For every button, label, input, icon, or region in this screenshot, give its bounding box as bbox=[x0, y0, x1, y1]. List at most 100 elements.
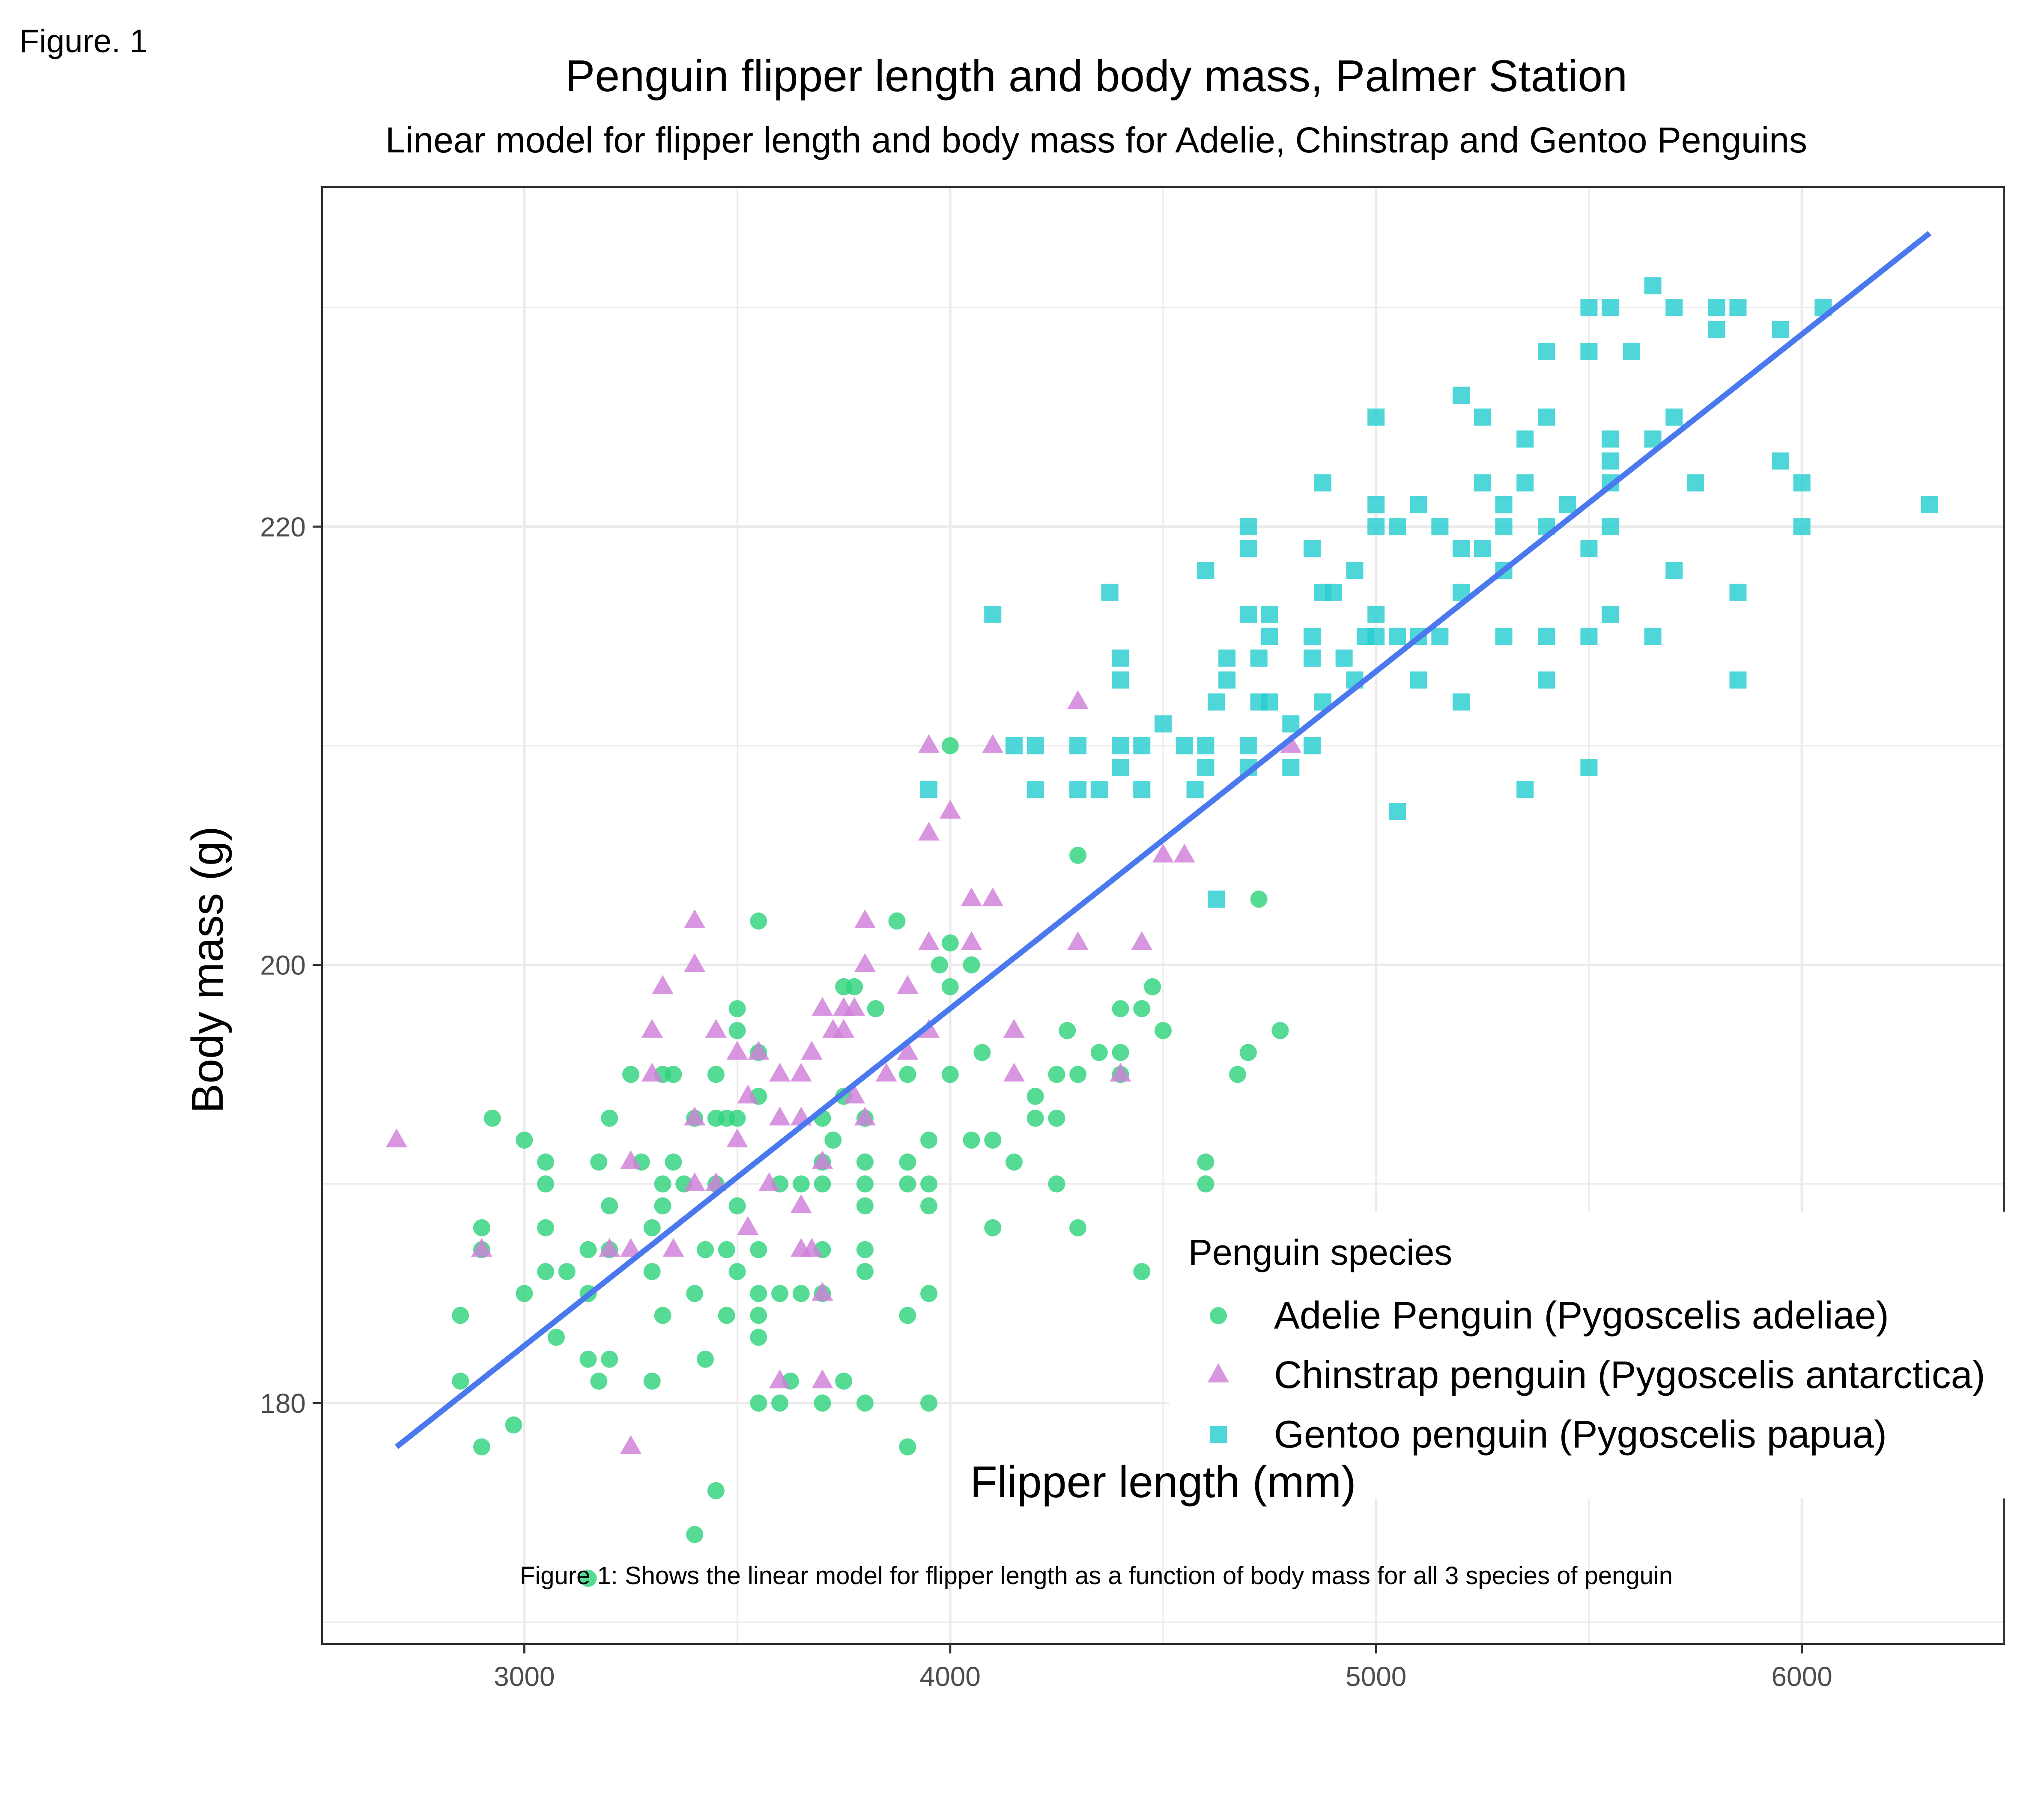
point-gentoo bbox=[1580, 628, 1598, 645]
point-adelie bbox=[643, 1219, 661, 1236]
point-gentoo bbox=[1239, 605, 1257, 623]
point-gentoo bbox=[1687, 474, 1704, 491]
figure-caption: Figure 1: Shows the linear model for fli… bbox=[520, 1562, 1673, 1590]
point-gentoo bbox=[1005, 737, 1023, 754]
legend-title: Penguin species bbox=[1188, 1232, 1452, 1272]
point-adelie bbox=[973, 1044, 991, 1061]
point-adelie bbox=[473, 1438, 490, 1456]
point-chinstrap bbox=[812, 1369, 833, 1388]
point-gentoo bbox=[1772, 321, 1789, 338]
point-adelie bbox=[1112, 1044, 1129, 1061]
point-adelie bbox=[814, 1394, 831, 1412]
point-adelie bbox=[537, 1175, 555, 1193]
point-adelie bbox=[1197, 1153, 1214, 1171]
legend-label-gentoo: Gentoo penguin (Pygoscelis papua) bbox=[1274, 1413, 1887, 1456]
point-chinstrap bbox=[812, 1150, 833, 1169]
point-adelie bbox=[654, 1175, 671, 1193]
point-gentoo bbox=[1314, 474, 1331, 491]
point-chinstrap bbox=[939, 800, 961, 819]
point-adelie bbox=[856, 1153, 874, 1171]
figure-label: Figure. 1 bbox=[19, 23, 148, 60]
point-adelie bbox=[941, 737, 959, 754]
axes: 3000 4000 5000 6000 180 200 220 bbox=[260, 512, 1832, 1692]
point-adelie bbox=[686, 1285, 704, 1302]
point-chinstrap bbox=[1003, 1019, 1025, 1038]
y-tick-label: 180 bbox=[260, 1388, 306, 1419]
point-adelie bbox=[1059, 1022, 1076, 1040]
point-adelie bbox=[452, 1307, 469, 1324]
point-gentoo bbox=[1112, 737, 1129, 754]
point-adelie bbox=[728, 1000, 746, 1017]
point-gentoo bbox=[1623, 343, 1640, 360]
point-adelie bbox=[665, 1066, 682, 1083]
point-chinstrap bbox=[918, 734, 940, 753]
point-gentoo bbox=[1197, 737, 1214, 754]
point-gentoo bbox=[1537, 343, 1555, 360]
point-gentoo bbox=[1325, 584, 1342, 601]
point-chinstrap bbox=[1067, 690, 1089, 709]
point-adelie bbox=[984, 1219, 1002, 1236]
point-gentoo bbox=[1495, 518, 1513, 536]
point-adelie bbox=[516, 1285, 533, 1302]
point-adelie bbox=[1112, 1000, 1129, 1017]
point-adelie bbox=[643, 1372, 661, 1390]
point-chinstrap bbox=[897, 975, 919, 994]
point-chinstrap bbox=[662, 1238, 684, 1257]
point-gentoo bbox=[1602, 452, 1619, 470]
point-chinstrap bbox=[918, 931, 940, 950]
point-gentoo bbox=[1367, 518, 1385, 536]
point-adelie bbox=[707, 1482, 725, 1499]
point-chinstrap bbox=[748, 1041, 770, 1060]
point-gentoo bbox=[1282, 715, 1300, 733]
point-chinstrap bbox=[854, 1106, 876, 1126]
point-gentoo bbox=[1239, 518, 1257, 536]
point-adelie bbox=[1069, 846, 1087, 864]
point-adelie bbox=[1133, 1000, 1151, 1017]
point-gentoo bbox=[1197, 759, 1214, 777]
point-gentoo bbox=[1537, 628, 1555, 645]
point-adelie bbox=[899, 1153, 916, 1171]
point-chinstrap bbox=[982, 734, 1004, 753]
point-gentoo bbox=[1431, 518, 1449, 536]
point-adelie bbox=[856, 1394, 874, 1412]
point-adelie bbox=[771, 1394, 789, 1412]
x-axis-title: Flipper length (mm) bbox=[970, 1457, 1356, 1507]
point-adelie bbox=[473, 1219, 490, 1236]
point-adelie bbox=[1026, 1109, 1044, 1127]
point-gentoo bbox=[1304, 737, 1321, 754]
point-adelie bbox=[579, 1570, 597, 1587]
point-adelie bbox=[941, 978, 959, 995]
point-chinstrap bbox=[1152, 843, 1174, 863]
point-adelie bbox=[622, 1066, 639, 1083]
point-gentoo bbox=[1580, 540, 1598, 557]
point-chinstrap bbox=[641, 1063, 663, 1082]
series-adelie bbox=[452, 737, 1289, 1587]
point-adelie bbox=[590, 1153, 608, 1171]
point-gentoo bbox=[1602, 430, 1619, 448]
legend-key-gentoo bbox=[1210, 1426, 1227, 1443]
point-chinstrap bbox=[844, 1084, 865, 1104]
point-adelie bbox=[718, 1241, 735, 1258]
point-adelie bbox=[846, 978, 863, 995]
point-adelie bbox=[654, 1197, 671, 1215]
point-adelie bbox=[665, 1153, 682, 1171]
point-adelie bbox=[1144, 978, 1161, 995]
point-adelie bbox=[1271, 1022, 1289, 1040]
point-gentoo bbox=[1431, 628, 1449, 645]
point-gentoo bbox=[1580, 759, 1598, 777]
point-gentoo bbox=[1176, 737, 1193, 754]
point-gentoo bbox=[1729, 299, 1747, 316]
point-gentoo bbox=[1474, 474, 1491, 491]
point-adelie bbox=[750, 1394, 767, 1412]
point-gentoo bbox=[1112, 759, 1129, 777]
point-adelie bbox=[1048, 1109, 1065, 1127]
point-gentoo bbox=[1495, 496, 1513, 514]
point-gentoo bbox=[1133, 781, 1151, 798]
point-gentoo bbox=[1537, 408, 1555, 426]
x-tick-label: 4000 bbox=[920, 1661, 981, 1692]
point-adelie bbox=[792, 1175, 810, 1193]
legend: Penguin species Adelie Penguin (Pygoscel… bbox=[1169, 1212, 2023, 1498]
point-gentoo bbox=[1580, 343, 1598, 360]
